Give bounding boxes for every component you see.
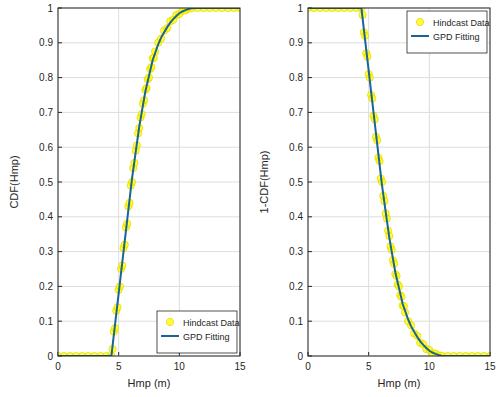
- background: [0, 0, 500, 397]
- x-tick-label: 10: [174, 361, 186, 372]
- grid-line: [308, 321, 490, 322]
- y-tick-label: 0.7: [39, 107, 53, 118]
- x-tick: [118, 352, 119, 356]
- y-tick: [308, 321, 312, 322]
- legend: Hindcast Data GPD Fitting: [407, 11, 490, 53]
- y-tick: [58, 112, 62, 113]
- grid-line: [58, 147, 240, 148]
- x-tick-label: 15: [234, 361, 246, 372]
- legend-line: [411, 35, 429, 37]
- y-tick: [308, 216, 312, 217]
- y-tick-label: 0: [297, 351, 303, 362]
- y-tick: [308, 286, 312, 287]
- grid-line: [58, 112, 240, 113]
- x-tick-label: 5: [116, 361, 122, 372]
- x-tick-label: 0: [305, 361, 311, 372]
- grid-line: [308, 147, 490, 148]
- y-tick-label: 0.2: [39, 281, 53, 292]
- grid-line: [58, 182, 240, 183]
- y-tick-label: 0.1: [289, 316, 303, 327]
- y-tick: [58, 77, 62, 78]
- figure: 05101500.10.20.30.40.50.60.70.80.91Hmp (…: [0, 0, 500, 397]
- grid-line: [308, 182, 490, 183]
- y-tick: [58, 42, 62, 43]
- y-tick-label: 1: [297, 3, 303, 14]
- legend-label: GPD Fitting: [433, 32, 480, 42]
- y-tick-label: 1: [47, 3, 53, 14]
- grid-line: [58, 286, 240, 287]
- plot-area: [58, 8, 240, 356]
- y-tick-label: 0.7: [289, 107, 303, 118]
- y-tick: [308, 251, 312, 252]
- marks: [58, 8, 240, 356]
- x-tick-label: 15: [484, 361, 496, 372]
- x-tick-label: 5: [366, 361, 372, 372]
- y-tick-label: 0.4: [289, 211, 303, 222]
- x-tick-label: 10: [424, 361, 436, 372]
- y-axis-label: CDF(Hmp): [8, 155, 20, 208]
- y-tick-label: 0.3: [289, 246, 303, 257]
- y-tick: [308, 77, 312, 78]
- grid-line: [58, 216, 240, 217]
- legend: Hindcast Data GPD Fitting: [157, 311, 240, 353]
- legend-label: GPD Fitting: [183, 332, 230, 342]
- y-tick-label: 0.8: [289, 72, 303, 83]
- y-tick-label: 0.5: [39, 177, 53, 188]
- plot-frame: [58, 8, 240, 356]
- x-axis-label: Hmp (m): [128, 377, 171, 389]
- y-tick: [58, 182, 62, 183]
- legend-label: Hindcast Data: [433, 18, 490, 28]
- y-tick: [58, 286, 62, 287]
- grid-line: [308, 112, 490, 113]
- y-tick-label: 0.6: [39, 142, 53, 153]
- chart-0: 0 5 10 15 0 0.1 0.2 0.3 0.4 0.5 0.6 0.7 0.8 0.9 1 Hmp (…: [8, 3, 246, 390]
- y-tick-label: 0.2: [289, 281, 303, 292]
- grid-line: [308, 251, 490, 252]
- y-tick-label: 0.8: [39, 72, 53, 83]
- marks: [308, 8, 490, 356]
- legend-label: Hindcast Data: [183, 318, 240, 328]
- grid-line: [308, 77, 490, 78]
- y-axis-label: 1-CDF(Hmp): [258, 151, 270, 214]
- y-tick: [58, 251, 62, 252]
- plot-area: [308, 8, 490, 356]
- y-tick: [58, 216, 62, 217]
- y-tick: [58, 147, 62, 148]
- fit-line: [58, 8, 240, 356]
- chart-1: 0 5 10 15 0 0.1 0.2 0.3 0.4 0.5 0.6 0.7 0.8 0.9 1 Hmp (…: [258, 3, 496, 390]
- fit-line: [308, 8, 490, 356]
- legend-marker: [166, 318, 173, 325]
- y-tick: [308, 42, 312, 43]
- y-tick: [308, 182, 312, 183]
- y-tick-label: 0.1: [39, 316, 53, 327]
- grid-line: [58, 251, 240, 252]
- y-tick: [308, 147, 312, 148]
- x-tick-label: 0: [55, 361, 61, 372]
- grid-line: [58, 42, 240, 43]
- y-tick-label: 0.6: [289, 142, 303, 153]
- y-tick-label: 0.5: [289, 177, 303, 188]
- x-axis-label: Hmp (m): [378, 377, 421, 389]
- legend-marker: [416, 18, 423, 25]
- y-tick: [58, 321, 62, 322]
- y-tick-label: 0.9: [39, 37, 53, 48]
- y-tick-label: 0.3: [39, 246, 53, 257]
- y-tick-label: 0.4: [39, 211, 53, 222]
- legend-line: [161, 335, 179, 337]
- y-tick: [308, 112, 312, 113]
- grid-line: [308, 216, 490, 217]
- y-tick-label: 0.9: [289, 37, 303, 48]
- y-tick-label: 0: [47, 351, 53, 362]
- x-tick: [368, 352, 369, 356]
- plot-frame: [308, 8, 490, 356]
